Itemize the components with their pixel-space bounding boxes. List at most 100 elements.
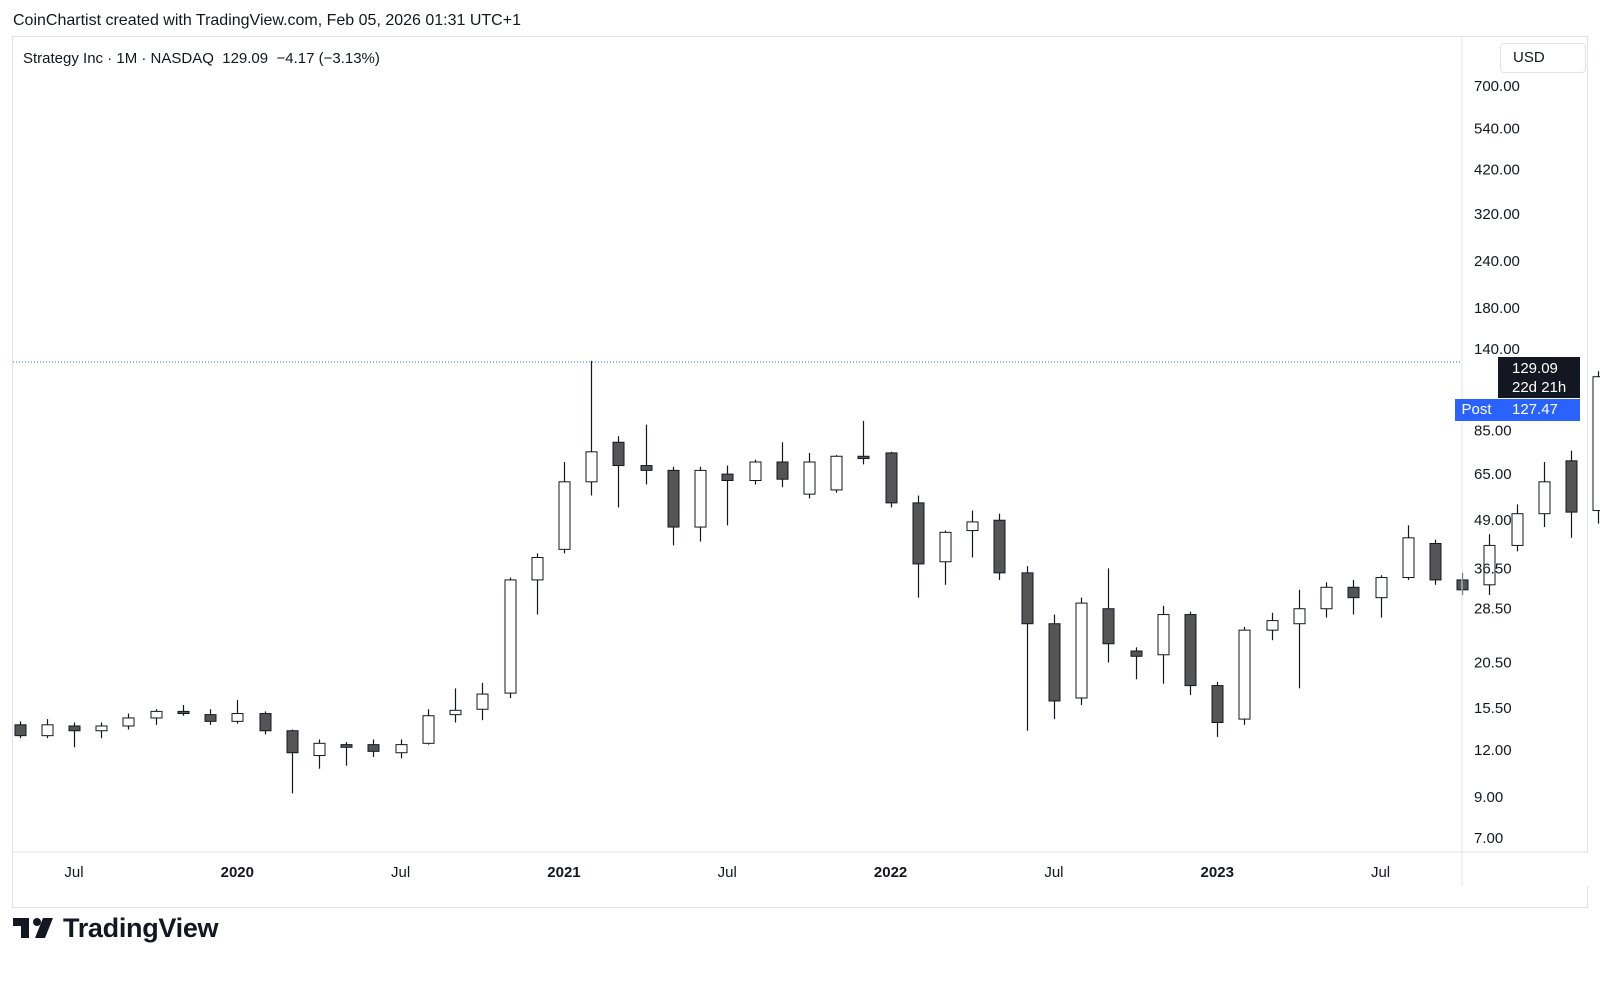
- candle[interactable]: [830, 455, 843, 493]
- y-tick-label: 180.00: [1474, 300, 1520, 317]
- candle[interactable]: [313, 739, 326, 769]
- candle[interactable]: [721, 465, 734, 526]
- candle[interactable]: [1347, 579, 1360, 615]
- candle-body-up: [803, 461, 816, 495]
- symbol-info: Strategy Inc · 1M · NASDAQ: [23, 50, 214, 67]
- candle[interactable]: [41, 719, 54, 739]
- candle[interactable]: [993, 513, 1006, 580]
- candle-body-down: [912, 502, 925, 565]
- candle-body-down: [993, 519, 1006, 574]
- candle-body-down: [259, 713, 272, 732]
- candle[interactable]: [1320, 582, 1333, 618]
- x-tick-label: 2023: [1201, 864, 1234, 881]
- candle[interactable]: [531, 553, 544, 615]
- candle-body-up: [585, 451, 598, 483]
- candle-body-up: [749, 461, 762, 482]
- y-tick-label: 700.00: [1474, 78, 1520, 95]
- chart-frame[interactable]: [12, 36, 1588, 908]
- candle-body-up: [1483, 544, 1496, 586]
- candle-body-up: [449, 709, 462, 716]
- candle[interactable]: [966, 510, 979, 558]
- candle[interactable]: [1021, 566, 1034, 731]
- candle[interactable]: [1293, 589, 1306, 689]
- candle-body-up: [1538, 481, 1551, 515]
- candle[interactable]: [231, 699, 244, 724]
- candle[interactable]: [259, 711, 272, 735]
- candle[interactable]: [1402, 525, 1415, 580]
- candle[interactable]: [1075, 597, 1088, 706]
- candle-body-down: [14, 724, 27, 737]
- candle[interactable]: [1565, 450, 1578, 538]
- y-tick-label: 12.00: [1474, 742, 1512, 759]
- candle[interactable]: [1102, 568, 1115, 663]
- candle-body-up: [395, 744, 408, 754]
- candle[interactable]: [776, 442, 789, 488]
- candle[interactable]: [558, 462, 571, 554]
- candle[interactable]: [122, 713, 135, 730]
- candle[interactable]: [857, 420, 870, 465]
- currency-selector[interactable]: USD: [1500, 43, 1586, 73]
- tradingview-icon: [13, 918, 53, 938]
- candle[interactable]: [585, 360, 598, 496]
- candle[interactable]: [68, 722, 81, 748]
- candle[interactable]: [1483, 534, 1496, 596]
- candle[interactable]: [694, 466, 707, 542]
- candle-body-down: [1211, 685, 1224, 723]
- candle[interactable]: [1511, 504, 1524, 552]
- candle-body-down: [857, 455, 870, 460]
- tradingview-logo[interactable]: TradingView: [13, 910, 219, 946]
- candle[interactable]: [749, 459, 762, 485]
- candle[interactable]: [367, 739, 380, 757]
- candle[interactable]: [1184, 611, 1197, 696]
- candle[interactable]: [150, 709, 163, 725]
- candle[interactable]: [1157, 605, 1170, 684]
- candle[interactable]: [95, 722, 108, 739]
- candle-body-up: [1293, 608, 1306, 625]
- candle-body-up: [476, 693, 489, 710]
- candle[interactable]: [476, 682, 489, 721]
- candle[interactable]: [667, 466, 680, 546]
- chart-credit: CoinChartist created with TradingView.co…: [13, 12, 521, 29]
- y-tick-label: 65.00: [1474, 466, 1512, 483]
- x-tick-label: Jul: [1044, 864, 1063, 881]
- candle-body-down: [1021, 572, 1034, 625]
- candle[interactable]: [885, 451, 898, 508]
- candle[interactable]: [504, 577, 517, 698]
- candle[interactable]: [204, 709, 217, 725]
- candle[interactable]: [395, 739, 408, 759]
- candle[interactable]: [640, 424, 653, 485]
- candle-body-down: [286, 730, 299, 754]
- candle-body-up: [966, 521, 979, 532]
- candle[interactable]: [422, 709, 435, 745]
- candle-body-down: [204, 714, 217, 722]
- post-market-label: Post: [1455, 399, 1498, 421]
- candle[interactable]: [1429, 539, 1442, 585]
- candle[interactable]: [1238, 626, 1251, 725]
- candle-body-up: [694, 469, 707, 528]
- legend-last-price: 129.09: [222, 50, 269, 67]
- candle[interactable]: [1375, 575, 1388, 618]
- candle[interactable]: [286, 729, 299, 794]
- symbol-legend: Strategy Inc · 1M · NASDAQ 129.09 −4.17 …: [23, 50, 380, 67]
- candle[interactable]: [612, 436, 625, 508]
- x-tick-label: Jul: [1371, 864, 1390, 881]
- candle[interactable]: [1538, 462, 1551, 528]
- candle[interactable]: [449, 688, 462, 723]
- candle[interactable]: [1592, 371, 1600, 524]
- candle[interactable]: [177, 705, 190, 716]
- y-tick-label: 28.50: [1474, 601, 1512, 618]
- candle[interactable]: [912, 495, 925, 598]
- candle[interactable]: [939, 530, 952, 585]
- candle-body-up: [504, 579, 517, 694]
- candle[interactable]: [340, 742, 353, 766]
- candle[interactable]: [14, 721, 27, 739]
- candle[interactable]: [1130, 647, 1143, 680]
- candle-body-up: [122, 717, 135, 727]
- candle-body-down: [68, 725, 81, 732]
- candle[interactable]: [803, 452, 816, 499]
- candle[interactable]: [1048, 614, 1061, 720]
- candle-body-down: [640, 465, 653, 471]
- candle[interactable]: [1266, 612, 1279, 641]
- candle[interactable]: [1211, 681, 1224, 737]
